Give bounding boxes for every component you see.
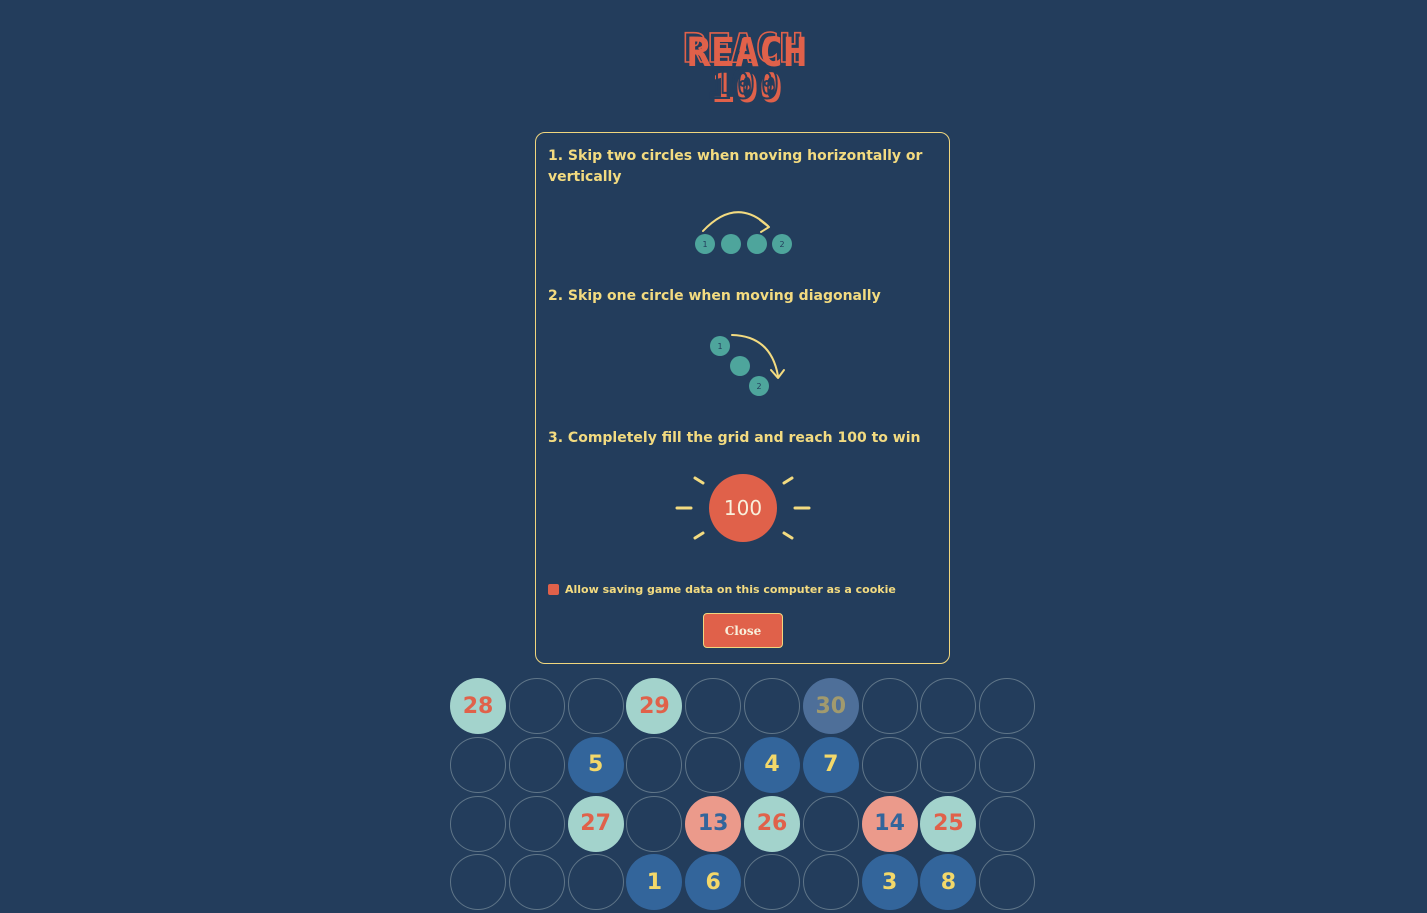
rule-2-text: 2. Skip one circle when moving diagonall… xyxy=(548,288,881,304)
grid-cell-empty[interactable] xyxy=(744,854,800,911)
grid-cell-empty[interactable] xyxy=(508,795,565,852)
grid-cell-filled[interactable]: 5 xyxy=(567,736,624,793)
grid-cell-empty[interactable] xyxy=(450,736,506,793)
cookie-label: Allow saving game data on this computer … xyxy=(565,583,896,596)
grid-cell-empty[interactable] xyxy=(802,795,859,852)
cookie-checkbox[interactable] xyxy=(548,584,559,595)
grid-cell-empty[interactable] xyxy=(626,736,683,793)
grid-cell-filled[interactable]: 25 xyxy=(920,795,977,852)
grid-cell-filled[interactable]: 3 xyxy=(861,854,918,911)
reach-100-logo: REACH REACH 100 100 xyxy=(682,25,807,109)
grid-cell-filled[interactable]: 4 xyxy=(744,736,800,793)
grid-cell-filled[interactable]: 8 xyxy=(920,854,977,911)
logo-line1: REACH xyxy=(683,26,803,72)
grid-cell-empty[interactable] xyxy=(450,795,506,852)
grid-cell-empty[interactable] xyxy=(861,678,918,734)
reach-100-illustration: 100 xyxy=(675,474,811,542)
example1-end-label: 2 xyxy=(779,240,784,249)
grid-cell-empty[interactable] xyxy=(685,678,742,734)
grid-cell-empty[interactable] xyxy=(508,736,565,793)
example1-start-label: 1 xyxy=(702,240,707,249)
horizontal-skip-illustration: 1 2 xyxy=(695,211,792,254)
grid-cell-filled[interactable]: 7 xyxy=(802,736,859,793)
grid-cell-empty[interactable] xyxy=(861,736,918,793)
logo-line2: 100 xyxy=(707,62,779,108)
logo-line2-shadow: 100 xyxy=(711,66,783,109)
how-to-play-modal: 1. Skip two circles when moving horizont… xyxy=(535,132,950,664)
rule-3-text: 3. Completely fill the grid and reach 10… xyxy=(548,430,921,446)
grid-cell-filled[interactable]: 29 xyxy=(626,678,683,734)
grid-cell-filled[interactable]: 6 xyxy=(685,854,742,911)
grid-cell-empty[interactable] xyxy=(685,736,742,793)
grid-cell-empty[interactable] xyxy=(567,854,624,911)
grid-cell-empty[interactable] xyxy=(979,795,1036,852)
example2-end-label: 2 xyxy=(756,382,761,391)
grid-cell-filled[interactable]: 28 xyxy=(450,678,506,734)
example2-start-label: 1 xyxy=(717,342,722,351)
logo-line1-shadow: REACH xyxy=(687,30,807,76)
game-grid: 28 29 30 5 4 7 27 13 26 14 25 1 6 3 8 xyxy=(450,678,1038,913)
grid-cell-empty[interactable] xyxy=(508,678,565,734)
grid-cell-empty[interactable] xyxy=(920,736,977,793)
grid-cell-filled[interactable]: 13 xyxy=(685,795,742,852)
diagonal-skip-illustration: 1 2 xyxy=(710,334,785,396)
grid-cell-empty[interactable] xyxy=(508,854,565,911)
grid-cell-filled[interactable]: 1 xyxy=(626,854,683,911)
grid-cell-filled[interactable]: 27 xyxy=(567,795,624,852)
grid-cell-empty[interactable] xyxy=(920,678,977,734)
grid-cell-empty[interactable] xyxy=(802,854,859,911)
grid-cell-empty[interactable] xyxy=(744,678,800,734)
grid-cell-filled[interactable]: 14 xyxy=(861,795,918,852)
grid-cell-empty[interactable] xyxy=(979,678,1036,734)
grid-cell-filled[interactable]: 26 xyxy=(744,795,800,852)
grid-cell-empty[interactable] xyxy=(979,854,1036,911)
rule-1-text: 1. Skip two circles when moving horizont… xyxy=(548,148,923,185)
grid-cell-empty[interactable] xyxy=(567,678,624,734)
cookie-consent: Allow saving game data on this computer … xyxy=(548,583,896,596)
grid-cell-empty[interactable] xyxy=(979,736,1036,793)
grid-cell-empty[interactable] xyxy=(626,795,683,852)
grid-cell-empty[interactable] xyxy=(450,854,506,911)
close-button[interactable]: Close xyxy=(703,613,783,648)
target-100-label: 100 xyxy=(724,496,762,520)
grid-cell-filled[interactable]: 30 xyxy=(802,678,859,734)
